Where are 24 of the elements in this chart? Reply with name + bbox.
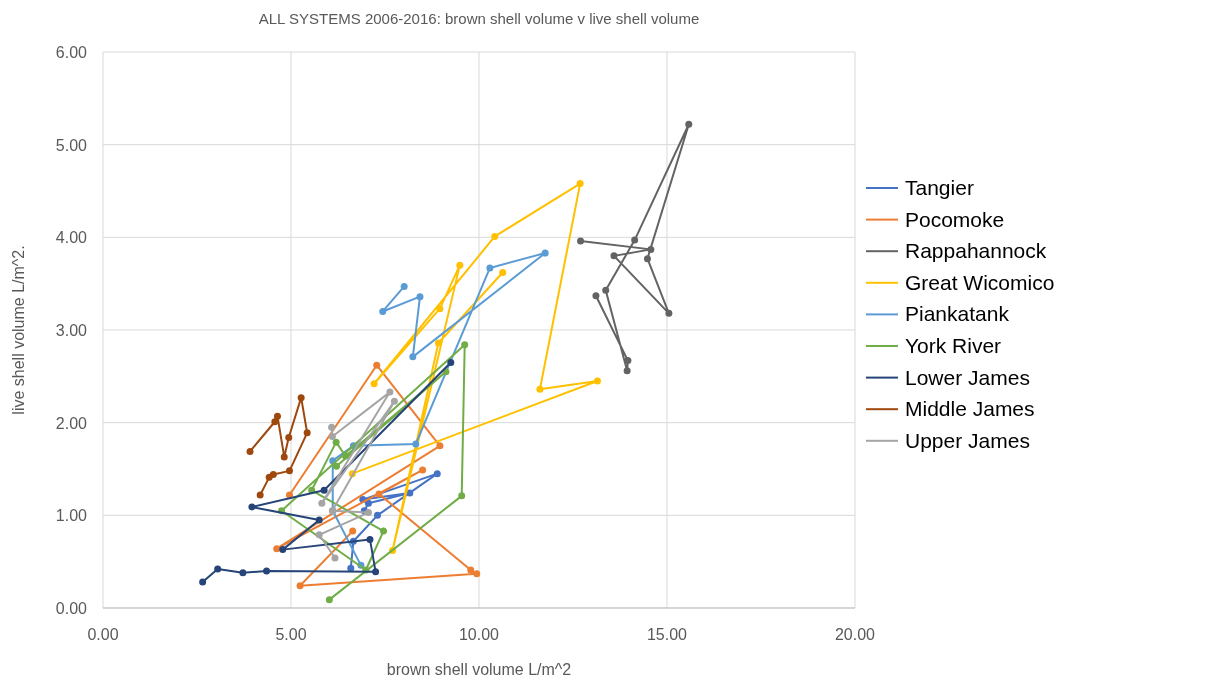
y-tick-label: 5.00 [55,136,88,154]
x-tick-label: 0.00 [87,626,119,643]
legend-label: Lower James [905,365,1030,389]
x-tick-label: 20.00 [834,626,876,643]
x-tick-label: 15.00 [646,626,688,643]
x-axis-title: brown shell volume L/m^2 [386,661,572,678]
x-tick-label: 10.00 [458,626,500,643]
chart-title: ALL SYSTEMS 2006-2016: brown shell volume v live shell volume [258,10,700,27]
y-tick-label: 2.00 [55,414,88,432]
y-tick-label: 1.00 [55,507,88,525]
y-tick-label: 0.00 [55,600,88,617]
legend-label: Great Wicomico [905,270,1055,294]
x-tick-label: 5.00 [275,626,307,643]
legend-label: Pocomoke [905,207,1005,231]
legend-label: Piankatank [905,302,1010,326]
y-axis-title: live shell volume L/m^2. [10,245,27,415]
legend-label: Upper James [905,428,1030,452]
legend-label: York River [905,334,1002,357]
legend-label: Middle James [905,397,1035,421]
y-tick-label: 6.00 [55,44,88,61]
legend-label: Tangier [905,176,974,199]
y-tick-label: 4.00 [55,229,88,247]
y-tick-label: 3.00 [55,322,88,339]
legend-label: Rappahannock [905,239,1047,263]
